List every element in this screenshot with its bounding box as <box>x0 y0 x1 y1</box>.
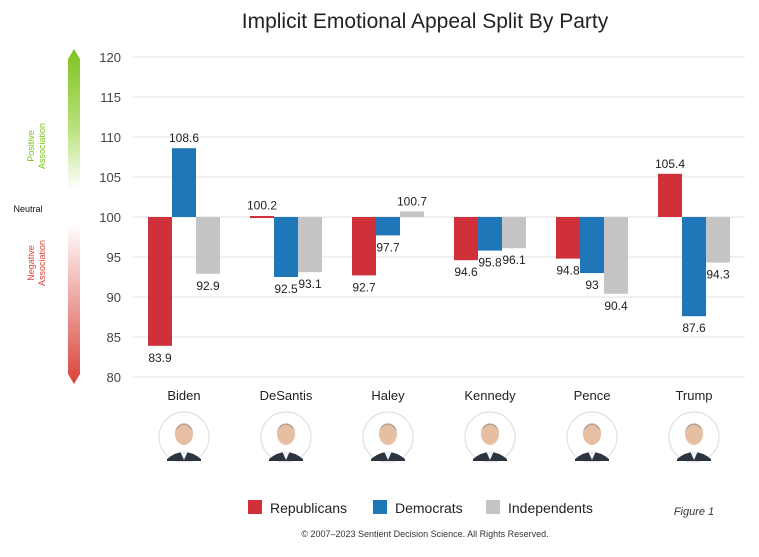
category-label-pence: Pence <box>574 388 611 403</box>
avatar-face <box>583 423 601 445</box>
y-tick-label: 105 <box>99 170 121 185</box>
category-label-biden: Biden <box>167 388 200 403</box>
avatar-collar <box>690 451 698 460</box>
neutral-label: Neutral <box>13 204 42 214</box>
bar-desantis-independents <box>298 217 322 273</box>
legend-label-democrats: Democrats <box>395 500 463 516</box>
legend-swatch-independents <box>486 500 500 514</box>
negative-gradient-arrow <box>68 224 80 384</box>
bar-haley-republicans <box>352 217 376 276</box>
avatar-face <box>685 423 703 445</box>
avatar-hair <box>379 424 397 431</box>
bar-biden-independents <box>196 217 220 274</box>
y-tick-label: 80 <box>107 370 121 385</box>
category-labels: Biden DeSantis Haley Kennedy Pence Trump <box>167 388 712 403</box>
category-label-haley: Haley <box>371 388 405 403</box>
bar-trump-democrats <box>682 217 706 317</box>
bar-haley-independents <box>400 211 424 217</box>
data-label-biden-independents: 92.9 <box>196 279 220 293</box>
avatar-hair <box>175 424 193 431</box>
bar-biden-democrats <box>172 148 196 217</box>
avatar-hair <box>277 424 295 431</box>
y-tick-label: 90 <box>107 290 121 305</box>
y-tick-label: 95 <box>107 250 121 265</box>
positive-gradient-arrow <box>68 49 80 190</box>
figure-label: Figure 1 <box>674 506 714 518</box>
data-label-kennedy-democrats: 95.8 <box>478 256 502 270</box>
avatar-hair <box>583 424 601 431</box>
data-label-kennedy-independents: 96.1 <box>502 253 526 267</box>
avatar-face <box>481 423 499 445</box>
data-label-biden-republicans: 83.9 <box>148 351 172 365</box>
bar-pence-independents <box>604 217 628 294</box>
avatar-collar <box>180 451 188 460</box>
bar-pence-democrats <box>580 217 604 273</box>
bar-series <box>148 148 730 346</box>
data-label-haley-republicans: 92.7 <box>352 280 376 294</box>
avatar-face <box>175 423 193 445</box>
bar-desantis-republicans <box>250 216 274 218</box>
y-tick-label: 115 <box>100 90 121 105</box>
y-tick-label: 120 <box>99 50 121 65</box>
avatar-collar <box>588 451 596 460</box>
bar-biden-republicans <box>148 217 172 346</box>
legend: Republicans Democrats Independents <box>248 500 593 516</box>
candidate-portraits <box>158 411 720 463</box>
data-labels: 83.9 108.6 92.9 100.2 92.5 93.1 92.7 97.7 100.7 9… <box>148 131 730 365</box>
avatar-kennedy <box>464 411 516 463</box>
legend-swatch-republicans <box>248 500 262 514</box>
bar-pence-republicans <box>556 217 580 259</box>
data-label-desantis-independents: 93.1 <box>298 277 322 291</box>
data-label-trump-independents: 94.3 <box>706 268 730 282</box>
avatar-desantis <box>260 411 312 463</box>
avatar-haley <box>362 411 414 463</box>
avatar-face <box>277 423 295 445</box>
data-label-haley-independents: 100.7 <box>397 194 427 208</box>
category-label-trump: Trump <box>675 388 712 403</box>
avatar-collar <box>486 451 494 460</box>
data-label-biden-democrats: 108.6 <box>169 131 199 145</box>
positive-association-label: PositiveAssociation <box>26 123 47 169</box>
y-axis-ticks: 80 85 90 95 100 105 110 115 120 <box>99 50 121 385</box>
legend-swatch-democrats <box>373 500 387 514</box>
y-tick-label: 85 <box>107 330 121 345</box>
data-label-haley-democrats: 97.7 <box>376 240 400 254</box>
association-scale: PositiveAssociation Neutral NegativeAsso… <box>13 49 80 384</box>
copyright-text: © 2007–2023 Sentient Decision Science. A… <box>301 529 548 539</box>
bar-haley-democrats <box>376 217 400 236</box>
bar-kennedy-independents <box>502 217 526 249</box>
bar-desantis-democrats <box>274 217 298 277</box>
bar-trump-republicans <box>658 173 682 217</box>
data-label-kennedy-republicans: 94.6 <box>454 265 478 279</box>
avatar-hair <box>685 424 703 431</box>
data-label-trump-democrats: 87.6 <box>682 321 706 335</box>
data-label-trump-republicans: 105.4 <box>655 157 685 171</box>
avatar-pence <box>566 411 618 463</box>
y-tick-label: 110 <box>100 130 121 145</box>
avatar-hair <box>481 424 499 431</box>
data-label-desantis-democrats: 92.5 <box>274 282 298 296</box>
avatar-collar <box>384 451 392 460</box>
legend-label-independents: Independents <box>508 500 593 516</box>
avatar-trump <box>668 411 720 463</box>
category-label-kennedy: Kennedy <box>464 388 516 403</box>
data-label-pence-independents: 90.4 <box>604 299 628 313</box>
avatar-collar <box>282 451 290 460</box>
data-label-pence-democrats: 93 <box>585 278 599 292</box>
bar-kennedy-democrats <box>478 217 502 251</box>
data-label-pence-republicans: 94.8 <box>556 264 580 278</box>
y-tick-label: 100 <box>99 210 121 225</box>
data-label-desantis-republicans: 100.2 <box>247 198 277 212</box>
avatar-biden <box>158 411 210 463</box>
bar-kennedy-republicans <box>454 217 478 261</box>
legend-label-republicans: Republicans <box>270 500 347 516</box>
category-label-desantis: DeSantis <box>260 388 313 403</box>
avatar-face <box>379 423 397 445</box>
bar-trump-independents <box>706 217 730 263</box>
chart-title: Implicit Emotional Appeal Split By Party <box>242 10 609 33</box>
negative-association-label: NegativeAssociation <box>26 240 47 286</box>
gridlines <box>133 56 745 378</box>
